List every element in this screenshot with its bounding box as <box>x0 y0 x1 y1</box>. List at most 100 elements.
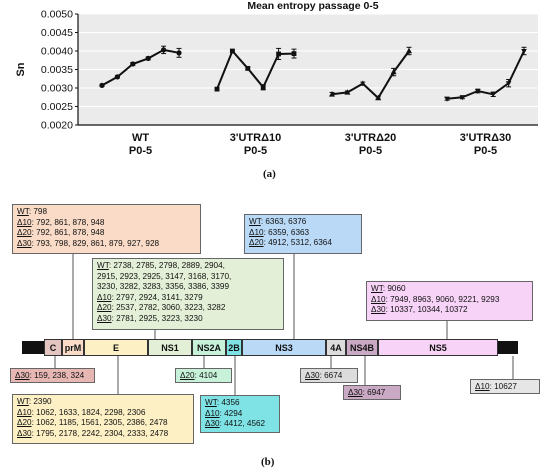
construct-label: Δ30 <box>97 313 112 323</box>
mutation-positions: : 792, 861, 878, 948 <box>31 217 105 227</box>
mutation-line: 3230, 3282, 3283, 3356, 3386, 3399 <box>97 282 279 293</box>
mutation-positions: : 6947 <box>362 388 386 397</box>
mutation-positions: : 798 <box>28 207 48 216</box>
mutation-box-3utr: Δ10: 10627 <box>470 379 540 394</box>
mutation-positions: : 4356 <box>216 398 240 407</box>
mutation-positions: : 4412, 4562 <box>219 419 266 429</box>
construct-label: Δ20 <box>17 228 32 238</box>
y-tick-label: 0.0035 <box>41 64 73 76</box>
data-point <box>344 89 351 95</box>
data-point <box>99 82 105 89</box>
x-group-label: P0-5 <box>244 145 267 157</box>
mutation-box-4a: Δ30: 6674 <box>300 368 358 383</box>
data-point <box>161 47 167 53</box>
data-point <box>475 88 481 94</box>
mutation-box-ns2a: Δ20: 4104 <box>175 368 232 383</box>
construct-label: Δ10 <box>249 227 264 237</box>
mutation-positions: : 2781, 2925, 3223, 3230 <box>111 313 203 323</box>
construct-label: WT <box>17 207 29 216</box>
mutation-positions: : 4912, 5312, 6364 <box>263 238 332 248</box>
mutation-box-ns4b: Δ30: 6947 <box>343 385 401 400</box>
mutation-line: Δ20: 1062, 1185, 1561, 2305, 2386, 2478 <box>17 418 189 429</box>
x-group-label: WT <box>132 132 149 144</box>
x-group-label: 3'UTRΔ10 <box>230 132 281 144</box>
mutation-positions: : 1062, 1633, 1824, 2298, 2306 <box>31 407 146 417</box>
mutation-box-2b: WT: 4356 Δ10: 4294 Δ30: 4412, 4562 <box>200 395 280 433</box>
mutation-positions: : 7949, 8963, 9060, 9221, 9293 <box>385 294 500 304</box>
data-point <box>490 92 496 98</box>
construct-label: Δ30 <box>17 428 32 438</box>
segment-e: E <box>84 339 148 356</box>
caption-a: (a) <box>263 168 276 180</box>
construct-label: WT <box>205 398 217 407</box>
mutation-line: WT: 4356 <box>205 398 275 409</box>
mutation-box-ns1: WT: 2738, 2785, 2798, 2889, 2904, 2915, 2… <box>92 258 284 330</box>
construct-label: Δ30 <box>305 371 320 380</box>
mutation-box-e: WT: 2390 Δ10: 1062, 1633, 1824, 2298, 230… <box>12 394 194 444</box>
mutation-positions: : 10337, 10344, 10372 <box>385 305 468 315</box>
mutation-positions: : 1062, 1185, 1561, 2305, 2386, 2478 <box>31 418 168 428</box>
mutation-line: Δ10: 4294 <box>205 409 275 420</box>
entropy-line-chart: 0.0020 0.0025 0.0030 0.0035 0.0040 0.0045 0.00… <box>15 0 538 157</box>
construct-label: WT <box>371 284 383 293</box>
chart-title: Mean entropy passage 0-5 <box>247 0 378 12</box>
y-tick-label: 0.0040 <box>41 46 73 58</box>
construct-label: Δ10 <box>371 294 386 304</box>
data-point <box>521 49 527 54</box>
segment-ns4b: NS4B <box>346 339 378 356</box>
mutation-positions: : 159, 238, 324 <box>29 371 85 380</box>
data-point <box>260 84 266 90</box>
y-tick-label: 0.0050 <box>41 9 73 21</box>
series-line <box>446 50 525 100</box>
mutation-line: WT: 2738, 2785, 2798, 2889, 2904, <box>97 261 279 272</box>
mutation-positions: : 1795, 2178, 2242, 2304, 2333, 2478 <box>31 428 169 438</box>
segment-2b: 2B <box>226 339 242 356</box>
mutation-positions: 3230, 3282, 3283, 3356, 3386, 3399 <box>97 282 230 292</box>
y-tick-label: 0.0030 <box>41 83 73 95</box>
mutation-positions: : 6674 <box>319 371 343 380</box>
mutation-positions: : 792, 861, 878, 948 <box>31 228 105 238</box>
mutation-box-prm: WT: 798 Δ10: 792, 861, 878, 948 Δ20: 792, … <box>12 204 201 254</box>
construct-label: Δ10 <box>17 407 32 417</box>
mutation-line: WT: 798 <box>17 207 196 218</box>
x-group-label: 3'UTRΔ30 <box>460 132 511 144</box>
construct-label: Δ10 <box>475 382 490 391</box>
y-axis-label: Sn <box>15 62 27 76</box>
segment-4a: 4A <box>326 339 346 356</box>
series-line <box>331 50 410 100</box>
data-point <box>114 74 120 80</box>
data-point <box>245 65 251 71</box>
mutation-positions: : 4104 <box>194 371 218 380</box>
mutation-positions: : 2738, 2785, 2798, 2889, 2904, <box>108 261 225 270</box>
caption-b: (b) <box>261 456 275 468</box>
mutation-line: Δ30: 4412, 4562 <box>205 419 275 430</box>
mutation-line: Δ20: 792, 861, 878, 948 <box>17 228 196 239</box>
mutation-line: Δ30: 6947 <box>348 388 396 399</box>
data-point <box>459 95 466 101</box>
construct-label: Δ30 <box>348 388 363 397</box>
data-point <box>375 94 382 101</box>
mutation-line: Δ10: 2797, 2924, 3141, 3279 <box>97 293 279 304</box>
mutation-line: Δ30: 2781, 2925, 3223, 3230 <box>97 314 279 325</box>
mutation-line: Δ10: 792, 861, 878, 948 <box>17 218 196 229</box>
mutation-positions: : 6363, 6376 <box>260 217 307 226</box>
segment-ns2a: NS2A <box>192 339 226 356</box>
construct-label: Δ30 <box>15 371 30 380</box>
series-line <box>101 48 180 87</box>
mutation-line: Δ30: 6674 <box>305 371 353 382</box>
construct-label: Δ10 <box>17 217 32 227</box>
y-tick-label: 0.0025 <box>41 101 73 113</box>
mutation-line: Δ10: 6359, 6363 <box>249 228 357 239</box>
y-tick-label: 0.0020 <box>41 120 73 132</box>
segment-prm: prM <box>62 339 84 356</box>
mutation-positions: : 10627 <box>489 382 517 391</box>
mutation-positions: 2915, 2923, 2925, 3147, 3168, 3170, <box>97 271 232 281</box>
mutation-line: WT: 6363, 6376 <box>249 217 357 228</box>
x-group-label: 3'UTRΔ20 <box>345 132 396 144</box>
construct-label: Δ20 <box>97 303 112 313</box>
mutation-line: Δ10: 1062, 1633, 1824, 2298, 2306 <box>17 408 189 419</box>
mutation-line: Δ10: 7949, 8963, 9060, 9221, 9293 <box>371 295 528 306</box>
x-group-label: P0-5 <box>474 145 497 157</box>
x-group-label: P0-5 <box>359 145 382 157</box>
mutation-box-ns5: WT: 9060 Δ10: 7949, 8963, 9060, 9221, 929… <box>366 281 533 321</box>
